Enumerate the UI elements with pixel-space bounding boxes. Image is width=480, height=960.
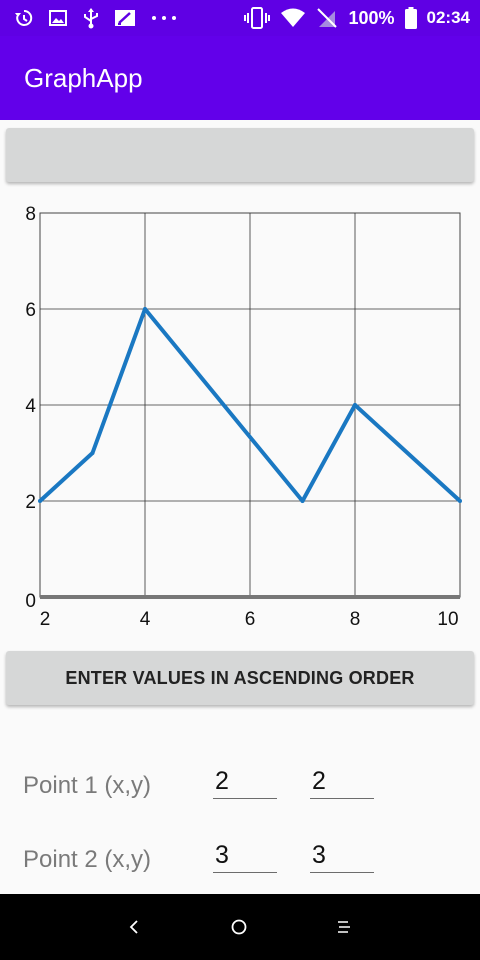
data-point (143, 307, 147, 311)
x-tick-label: 2 (40, 609, 51, 630)
notes-icon (115, 10, 135, 26)
series-line (38, 307, 462, 503)
more-dots-icon (152, 16, 176, 20)
top-button[interactable] (6, 128, 474, 182)
back-icon[interactable] (119, 912, 149, 942)
app-title: GraphApp (24, 63, 143, 93)
data-point (90, 451, 95, 455)
sync-icon (15, 9, 33, 26)
battery-icon (404, 7, 417, 29)
point-label: Point 1 (x,y) (23, 772, 152, 799)
point-row-1: Point 1 (x,y) (0, 754, 480, 814)
y-tick-label: 4 (25, 396, 36, 417)
home-icon[interactable] (224, 912, 254, 942)
data-point (300, 499, 305, 503)
data-point (353, 403, 357, 407)
battery-percent: 100% (348, 7, 395, 28)
y-tick-label: 0 (25, 591, 36, 612)
vibrate-icon (244, 7, 271, 29)
wifi-icon (281, 8, 306, 27)
ascending-order-button[interactable]: ENTER VALUES IN ASCENDING ORDER (6, 651, 474, 705)
clock: 02:34 (426, 8, 470, 27)
data-point (458, 499, 462, 503)
x-tick-label: 8 (350, 609, 361, 630)
y-tick-label: 6 (25, 300, 36, 321)
point-2-x-input[interactable] (213, 838, 277, 873)
app-bar: GraphApp (0, 36, 480, 120)
status-bar: 100% 02:34 (0, 0, 480, 36)
point-2-y-input[interactable] (310, 838, 374, 873)
point-1-x-input[interactable] (213, 764, 277, 799)
point-row-2: Point 2 (x,y) (0, 828, 480, 888)
y-tick-label: 2 (25, 492, 36, 513)
y-tick-label: 8 (25, 204, 36, 225)
x-tick-label: 4 (140, 609, 151, 630)
x-tick-label: 10 (437, 609, 458, 630)
image-icon (49, 10, 67, 26)
navigation-bar (0, 894, 480, 960)
data-point (38, 499, 42, 503)
usb-icon (84, 8, 98, 29)
point-1-y-input[interactable] (310, 764, 374, 799)
x-tick-label: 6 (245, 609, 256, 630)
no-sim-icon (317, 8, 338, 28)
recents-icon[interactable] (329, 912, 359, 942)
point-label: Point 2 (x,y) (23, 846, 152, 873)
